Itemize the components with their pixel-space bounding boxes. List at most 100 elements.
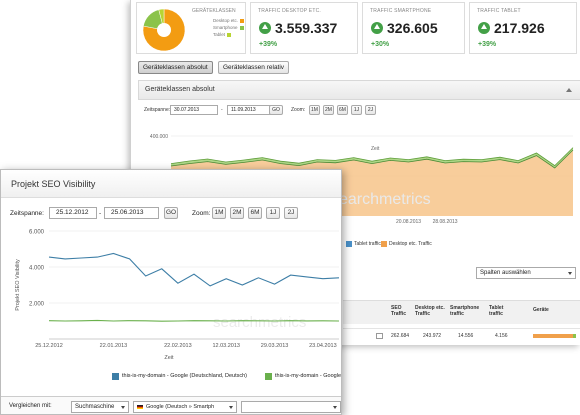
legend-swatch-tablet <box>346 241 352 247</box>
panel-title: Geräteklassen absolut <box>145 86 215 93</box>
column-header[interactable]: Tablet traffic <box>489 305 504 317</box>
column-header[interactable]: SEO Traffic <box>391 305 407 317</box>
x-tick-label: 28.08.2013 <box>433 219 458 225</box>
stat-card-smartphone: TRAFFIC SMARTPHONE 326.605 +30% <box>362 2 465 54</box>
date-separator: - <box>221 107 223 113</box>
third-select[interactable] <box>241 401 341 413</box>
go-button[interactable]: GO <box>269 105 283 115</box>
device-class-card: GERÄTEKLASSEN Desktop etc. Smartphone Ta… <box>136 2 246 54</box>
device-relative-button[interactable]: Geräteklassen relativ <box>218 61 290 74</box>
table-cell: 262.684 <box>391 333 410 339</box>
watermark: searchmetrics <box>331 191 431 208</box>
zoom-6m-button[interactable]: 6M <box>248 207 262 219</box>
visibility-line-chart: 6.000 4.000 2.000 searchmetrics Projekt SEO … <box>15 230 340 361</box>
stat-title: TRAFFIC DESKTOP ETC. <box>258 8 321 14</box>
zoom-1j-button[interactable]: 1J <box>351 105 362 115</box>
front-legend: this-is-my-domain - Google (Deutschland,… <box>1 369 342 391</box>
stat-title: TRAFFIC SMARTPHONE <box>370 8 432 14</box>
compare-type-select[interactable]: Suchmaschine <box>71 401 129 413</box>
front-footer: Vergleichen mit: Suchmaschine Google (De… <box>1 396 341 414</box>
legend-swatch-series-2 <box>265 373 272 380</box>
up-arrow-icon <box>371 22 383 34</box>
zoom-1j-button[interactable]: 1J <box>266 207 280 219</box>
y-tick-label: 6.000 <box>29 230 45 236</box>
stat-value: 326.605 <box>387 20 438 36</box>
front-header: Projekt SEO Visibility <box>1 170 341 198</box>
zoom-2m-button[interactable]: 2M <box>230 207 244 219</box>
device-share-bar-small <box>573 334 576 338</box>
tablet-line <box>170 147 574 167</box>
legend-label-series-1: this-is-my-domain - Google (Deutschland,… <box>122 373 248 379</box>
zoom-1m-button[interactable]: 1M <box>309 105 320 115</box>
donut-slice-desktop <box>142 8 186 52</box>
x-axis-label: Zeit <box>371 146 380 152</box>
stat-value: 3.559.337 <box>275 20 338 36</box>
table-cell: 14.556 <box>458 333 474 339</box>
y-tick-label: 4.000 <box>29 266 45 272</box>
stat-card-desktop: TRAFFIC DESKTOP ETC. 3.559.337 +39% <box>250 2 358 54</box>
row-checkbox[interactable] <box>376 333 383 339</box>
table-row: 262.684 243.972 14.556 4.156 <box>343 328 580 342</box>
stat-change: +30% <box>371 41 390 48</box>
period-label: Zeitspanne: <box>10 210 44 217</box>
collapse-icon[interactable] <box>566 88 572 92</box>
device-card-title: GERÄTEKLASSEN <box>192 8 236 14</box>
x-tick-label: 22.01.2013 <box>100 343 128 349</box>
column-header[interactable]: Desktop etc. Traffic <box>415 305 445 317</box>
search-engine-select[interactable]: Google (Deutsch » Smartph <box>133 401 237 413</box>
legend-label-tablet: Tablet traffic <box>354 241 381 247</box>
date-from-field[interactable]: 30.07.2013 <box>170 105 218 115</box>
stat-title: TRAFFIC TABLET <box>477 8 521 14</box>
x-tick-label: 12.03.2013 <box>212 343 240 349</box>
column-header[interactable]: Smartphone traffic <box>450 305 480 317</box>
series-line-secondary <box>48 319 340 322</box>
up-arrow-icon <box>259 22 271 34</box>
up-arrow-icon <box>478 22 490 34</box>
date-from-field[interactable]: 25.12.2012 <box>49 207 97 219</box>
zoom-1m-button[interactable]: 1M <box>212 207 226 219</box>
stat-change: +39% <box>259 41 278 48</box>
y-tick-label: 2.000 <box>29 302 45 308</box>
legend-swatch-series-1 <box>112 373 119 380</box>
zoom-2j-button[interactable]: 2J <box>284 207 298 219</box>
legend-label-series-2: this-is-my-domain - Google <box>275 373 342 379</box>
period-label: Zeitspanne: <box>144 107 171 113</box>
zoom-2m-button[interactable]: 2M <box>323 105 334 115</box>
columns-select[interactable]: Spalten auswählen <box>476 267 576 279</box>
zoom-6m-button[interactable]: 6M <box>337 105 348 115</box>
y-axis-label: Projekt SEO Visibility <box>15 259 21 311</box>
series-line-primary <box>48 252 340 287</box>
y-tick-label: 400.000 <box>150 134 168 140</box>
date-to-field[interactable]: 25.06.2013 <box>104 207 159 219</box>
compare-label: Vergleichen mit: <box>9 403 52 409</box>
legend-swatch-desktop <box>381 241 387 247</box>
x-tick-label: 29.03.2013 <box>261 343 289 349</box>
x-tick-label: 22.02.2013 <box>164 343 192 349</box>
device-absolute-button[interactable]: Geräteklassen absolut <box>138 61 213 74</box>
x-axis-label: Zeit <box>164 355 174 361</box>
zoom-2j-button[interactable]: 2J <box>365 105 376 115</box>
legend-smartphone: Smartphone <box>213 25 244 30</box>
table-cell: 4.156 <box>495 333 508 339</box>
legend-desktop: Desktop etc. <box>213 18 245 23</box>
zoom-label: Zoom: <box>291 107 306 113</box>
x-tick-label: 25.12.2012 <box>35 343 63 349</box>
table-cell: 243.972 <box>423 333 442 339</box>
date-separator: - <box>99 210 102 217</box>
table-header-row: SEO Traffic Desktop etc. Traffic Smartph… <box>343 300 580 324</box>
legend-tablet: Tablet <box>213 32 232 37</box>
panel-header: Geräteklassen absolut <box>138 80 580 100</box>
watermark: searchmetrics <box>213 314 306 331</box>
device-donut-chart <box>142 8 186 52</box>
zoom-label: Zoom: <box>192 210 211 217</box>
column-header[interactable]: Geräte <box>533 307 549 313</box>
go-button[interactable]: GO <box>164 207 178 219</box>
legend-label-desktop: Desktop etc. Traffic <box>389 241 432 247</box>
stat-card-tablet: TRAFFIC TABLET 217.926 +39% <box>469 2 577 54</box>
desktop-line <box>170 149 574 169</box>
stat-change: +39% <box>478 41 497 48</box>
germany-flag-icon <box>137 405 143 409</box>
x-tick-label: 23.04.2013 <box>309 343 337 349</box>
front-title: Projekt SEO Visibility <box>11 179 96 189</box>
date-to-field[interactable]: 11.09.2013 <box>227 105 274 115</box>
